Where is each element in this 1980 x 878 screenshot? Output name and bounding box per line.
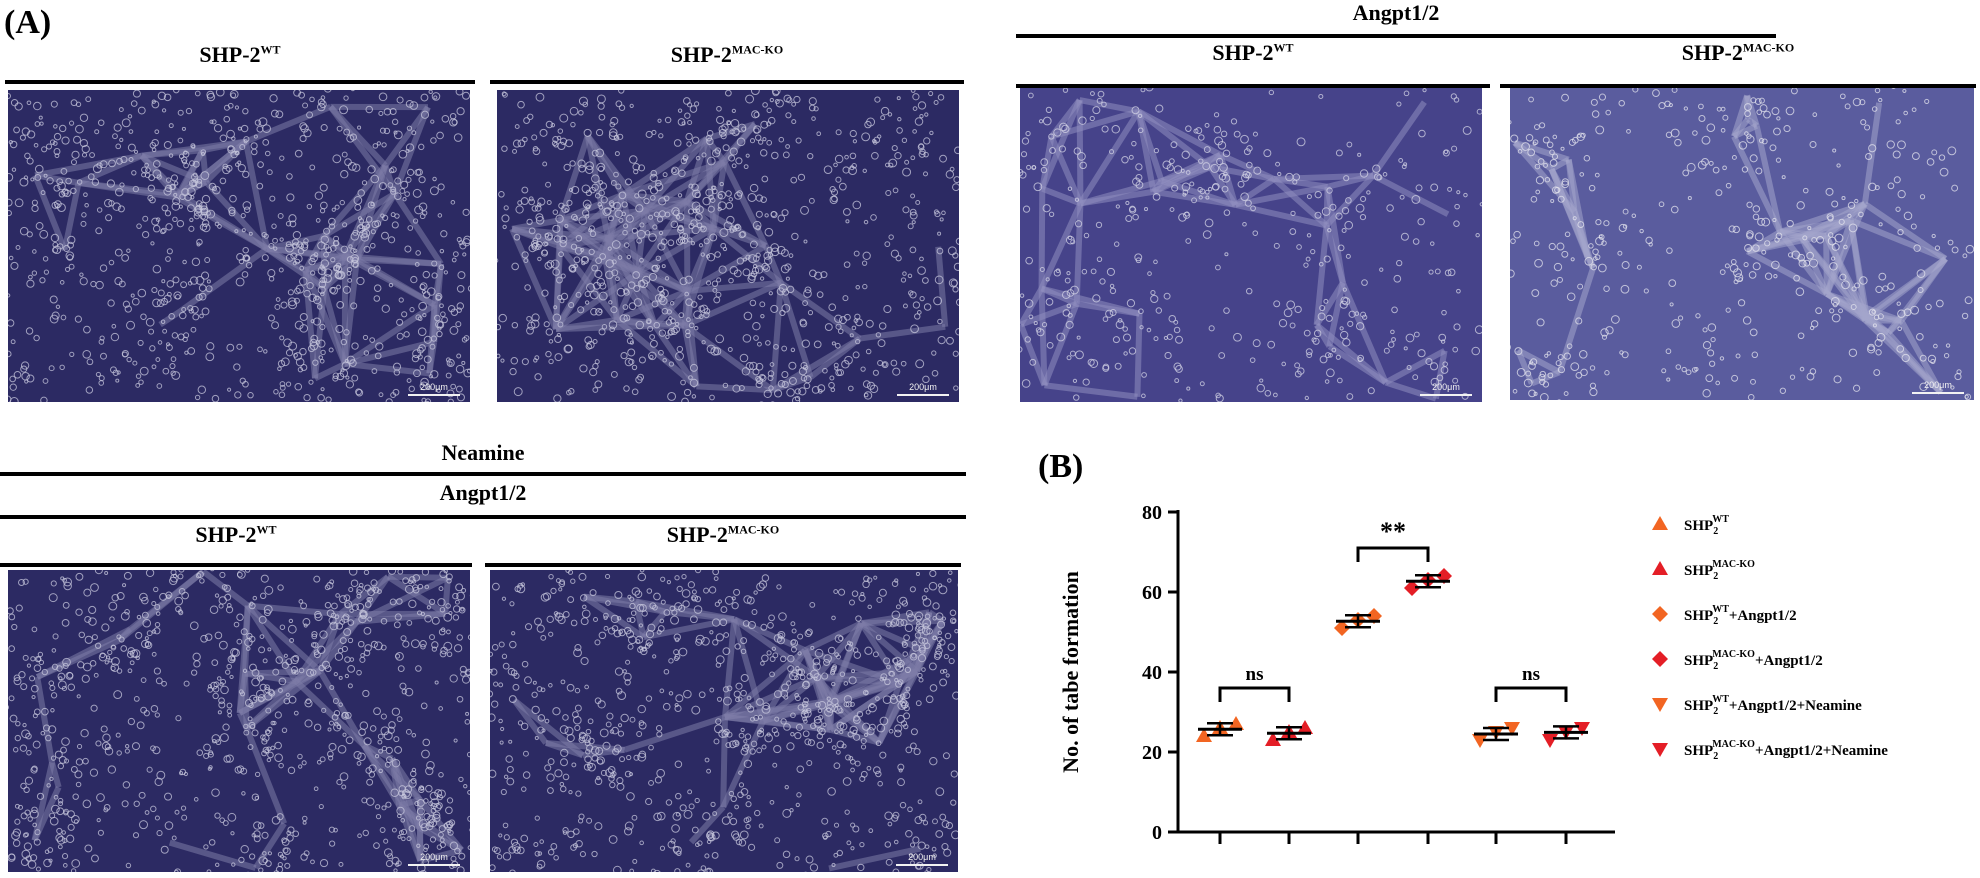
scale-bar-label: 200μm [908, 852, 936, 862]
data-point [1196, 728, 1212, 742]
image-label-sup: WT [256, 522, 277, 537]
data-point [1504, 722, 1520, 736]
scatter-chart: 0 20 40 60 80 No. of tabe formation ns ** ns SHP2… [1058, 502, 1888, 844]
legend-label: SHP2MAC-KO [1684, 559, 1755, 582]
image-label-5: SHP-2WT [0, 522, 472, 548]
panel-b-letter: (B) [1038, 448, 1084, 485]
data-point [1542, 734, 1558, 748]
significance-label: ** [1380, 517, 1406, 546]
scale-bar [408, 864, 460, 866]
legend-marker [1652, 516, 1668, 530]
image-label-rule-2 [490, 80, 964, 84]
image-label-base: SHP-2 [1212, 40, 1274, 65]
scale-bar-label: 200μm [420, 852, 448, 862]
image-label-base: SHP-2 [666, 522, 728, 547]
data-point [1472, 734, 1488, 748]
image-label-base: SHP-2 [1681, 40, 1743, 65]
scale-bar-label: 200μm [420, 382, 448, 392]
data-point [1228, 716, 1244, 730]
image-label-rule-4 [1500, 84, 1976, 88]
image-label-rule-1 [5, 80, 475, 84]
microscopy-image-1: 200μm [8, 90, 470, 402]
image-label-sup: MAC-KO [731, 42, 784, 57]
scale-bar [1912, 392, 1964, 394]
image-label-3: SHP-2WT [1016, 40, 1490, 66]
significance-label: ns [1522, 664, 1540, 685]
data-point [1574, 722, 1590, 736]
legend-label: SHP2WT+Angpt1/2+Neamine [1684, 694, 1862, 717]
image-label-rule-5 [0, 563, 472, 567]
scale-bar [896, 864, 948, 866]
angpt-header-bottom: Angpt1/2 [439, 480, 527, 505]
y-tick-label: 80 [1142, 502, 1162, 524]
scale-bar-label: 200μm [1432, 382, 1460, 392]
image-label-4: SHP-2MAC-KO [1500, 40, 1976, 66]
y-axis-label: No. of tabe formation [1058, 571, 1083, 773]
legend-marker [1652, 561, 1668, 575]
legend-label: SHP2WT+Angpt1/2 [1684, 604, 1797, 627]
microscopy-image-5: 200μm [8, 570, 470, 872]
image-label-sup: WT [260, 42, 281, 57]
scale-bar-label: 200μm [1924, 380, 1952, 390]
angpt-header-bottom-rule [0, 515, 966, 519]
neamine-header: Neamine [441, 440, 525, 465]
significance-bracket [1218, 686, 1291, 702]
data-point [1334, 620, 1350, 636]
neamine-header-rule [0, 472, 966, 476]
significance-label: ns [1246, 664, 1264, 685]
significance-bracket [1356, 546, 1430, 562]
legend-label: SHP2MAC-KO+Angpt1/2+Neamine [1684, 739, 1888, 762]
y-tick-label: 20 [1142, 742, 1162, 764]
scale-bar [1420, 394, 1472, 396]
legend-marker [1652, 698, 1668, 712]
scale-bar [897, 394, 949, 396]
image-label-base: SHP-2 [195, 522, 257, 547]
legend-label: SHP2MAC-KO+Angpt1/2 [1684, 649, 1823, 672]
microscopy-image-6: 200μm [490, 570, 958, 872]
panel-a-letter: (A) [4, 4, 52, 41]
y-tick-label: 0 [1152, 822, 1162, 844]
image-label-base: SHP-2 [670, 42, 732, 67]
angpt-header-top: Angpt1/2 [1352, 0, 1440, 25]
image-label-base: SHP-2 [199, 42, 261, 67]
y-tick-label: 40 [1142, 662, 1162, 684]
legend-marker [1652, 606, 1668, 622]
microscopy-image-4: 200μm [1510, 88, 1974, 400]
legend-marker [1652, 743, 1668, 757]
image-label-1: SHP-2WT [5, 42, 475, 68]
angpt-header-top-rule [1016, 34, 1776, 38]
scale-bar [408, 394, 460, 396]
image-label-6: SHP-2MAC-KO [485, 522, 961, 548]
microscopy-image-3: 200μm [1020, 88, 1482, 402]
data-point [1297, 720, 1313, 734]
scale-bar-label: 200μm [909, 382, 937, 392]
microscopy-image-2: 200μm [497, 90, 959, 402]
image-label-sup: WT [1273, 40, 1294, 55]
data-point [1404, 580, 1420, 596]
legend-marker [1652, 651, 1668, 667]
image-label-rule-3 [1016, 84, 1490, 88]
data-point [1265, 732, 1281, 746]
significance-bracket [1494, 686, 1568, 702]
image-label-rule-6 [485, 563, 961, 567]
image-label-sup: MAC-KO [1742, 40, 1795, 55]
image-label-sup: MAC-KO [727, 522, 780, 537]
legend-label: SHP2WT [1684, 514, 1729, 537]
y-tick-label: 60 [1142, 582, 1162, 604]
image-label-2: SHP-2MAC-KO [490, 42, 964, 68]
